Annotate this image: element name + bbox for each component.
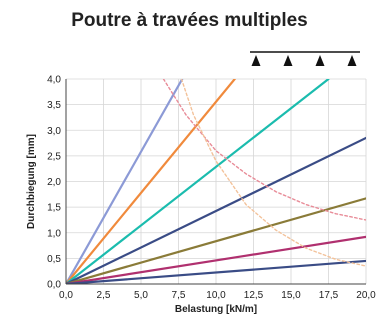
series-line-3 bbox=[66, 79, 330, 284]
beam-support-icon bbox=[347, 55, 357, 66]
axes bbox=[65, 79, 366, 285]
y-tick-label: 4,0 bbox=[47, 75, 61, 86]
series-line-2 bbox=[66, 79, 236, 284]
x-tick-label: 17,5 bbox=[319, 290, 339, 301]
series-group bbox=[66, 79, 366, 284]
x-tick-label: 20,0 bbox=[356, 290, 376, 301]
y-tick-label: 3,5 bbox=[47, 100, 61, 111]
y-tick-label: 1,0 bbox=[47, 228, 61, 239]
y-tick-label: 2,5 bbox=[47, 151, 61, 162]
y-tick-label: 0,0 bbox=[47, 280, 61, 291]
series-layer bbox=[66, 79, 366, 284]
series-line-9 bbox=[180, 79, 366, 267]
x-tick-label: 7,5 bbox=[172, 290, 186, 301]
series-line-6 bbox=[66, 235, 366, 284]
tick-labels: 0,0 2,5 5,0 7,5 10,0 12,5 15,0 17,5 20,0 0,0 0,5 1,… bbox=[47, 75, 376, 302]
x-tick-label: 2,5 bbox=[97, 290, 111, 301]
x-tick-label: 12,5 bbox=[244, 290, 264, 301]
y-tick-label: 0,5 bbox=[47, 254, 61, 265]
x-tick-label: 10,0 bbox=[206, 290, 226, 301]
chart-title: Poutre à travées multiples bbox=[71, 10, 308, 31]
series-line-4 bbox=[66, 136, 366, 284]
beam-support-icon bbox=[283, 55, 293, 66]
x-tick-label: 5,0 bbox=[134, 290, 148, 301]
series-line-8 bbox=[162, 79, 366, 221]
beam-support-icon bbox=[251, 55, 261, 66]
y-tick-label: 2,0 bbox=[47, 177, 61, 188]
y-tick-label: 1,5 bbox=[47, 203, 61, 214]
x-tick-label: 0,0 bbox=[59, 290, 73, 301]
x-tick-label: 15,0 bbox=[281, 290, 301, 301]
y-tick-label: 3,0 bbox=[47, 126, 61, 137]
beam-support-icon bbox=[315, 55, 325, 66]
multi-span-beam-icon bbox=[250, 51, 360, 66]
y-axis-title: Durchbiegung [mm] bbox=[26, 134, 37, 229]
series-line-5 bbox=[66, 197, 366, 284]
series-line-1 bbox=[66, 79, 184, 284]
series-line-7 bbox=[66, 259, 366, 284]
x-axis-title: Belastung [kN/m] bbox=[175, 304, 257, 315]
